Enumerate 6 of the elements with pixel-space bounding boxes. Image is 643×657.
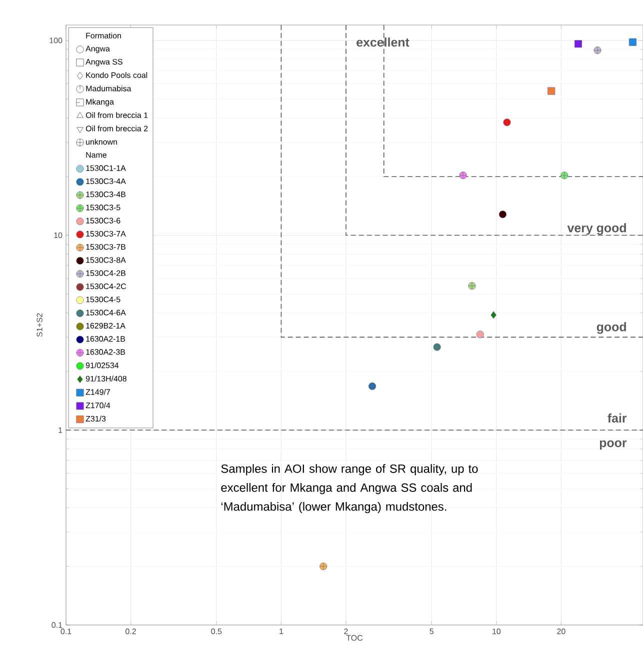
annotation: fair	[608, 413, 627, 423]
annotation: poor	[600, 440, 627, 450]
annotation: Samples in AOI show range of SR quality, up to excellent for Mkanga and Angwa SS coals and ‘Madumabisa’ (lower Mkanga) mudstones.	[221, 464, 478, 514]
annotation: very good	[567, 223, 626, 235]
annotation: good	[596, 322, 626, 334]
annotation: excellent	[356, 38, 410, 47]
